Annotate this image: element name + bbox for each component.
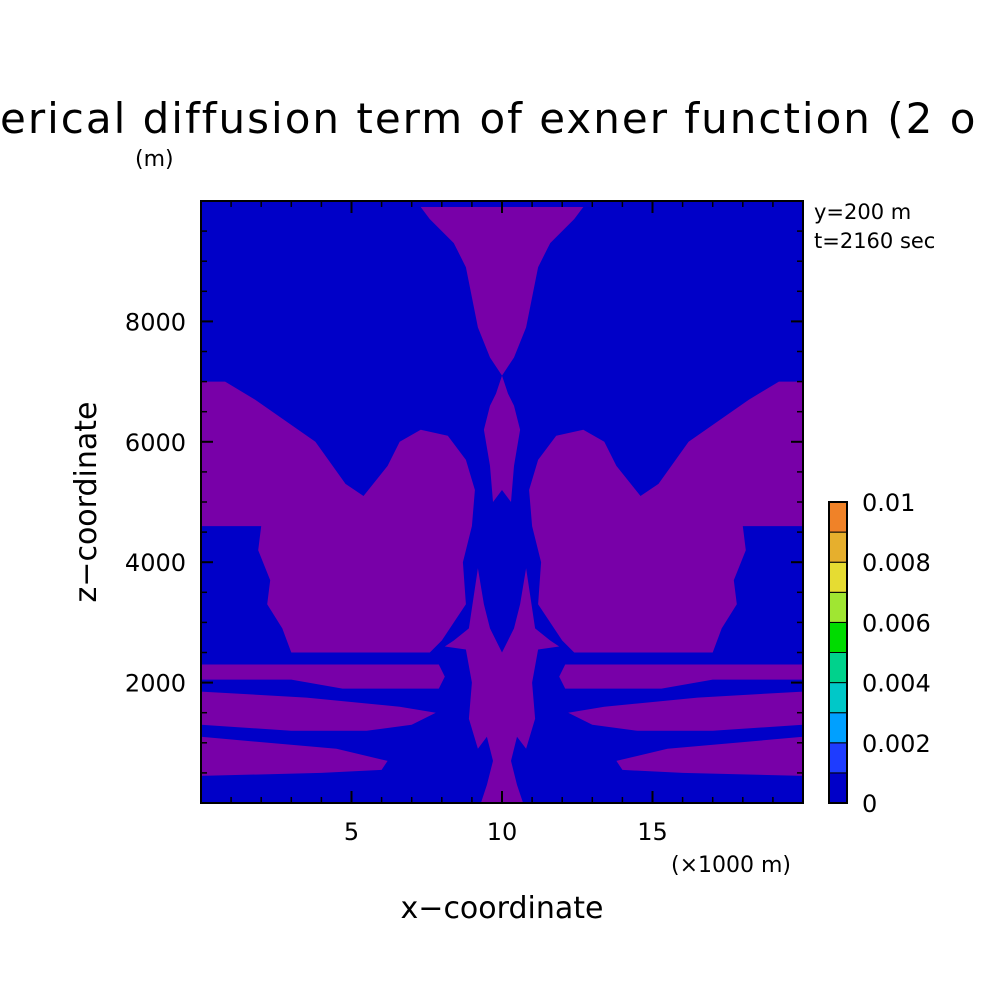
- contour-region-left-3: [201, 736, 388, 776]
- colorbar-label: 0.006: [862, 609, 931, 637]
- contour-field: [201, 201, 803, 803]
- annotation-t: t=2160 sec: [814, 229, 935, 253]
- colorbar: 0 0.002 0.004 0.006 0.008 0.01: [828, 489, 931, 818]
- x-tick-label: 10: [487, 818, 518, 846]
- colorbar-label: 0: [862, 790, 877, 818]
- colorbar-swatch: [828, 591, 848, 623]
- y-tick-label: 8000: [125, 308, 186, 336]
- colorbar-swatch: [828, 712, 848, 744]
- y-tick-label: 4000: [125, 549, 186, 577]
- contour-region-right-4: [502, 568, 560, 803]
- minor-ticks: [201, 201, 803, 803]
- x-axis-label: x−coordinate: [401, 891, 604, 926]
- annotation-y: y=200 m: [814, 200, 911, 224]
- contour-region-right-6: [502, 207, 584, 376]
- contour-region-left-2: [201, 691, 436, 731]
- colorbar-swatch: [828, 772, 848, 804]
- colorbar-swatch: [828, 652, 848, 684]
- contour-region-left-0: [201, 381, 475, 653]
- contour-region-right-5: [502, 375, 521, 502]
- colorbar-label: 0.002: [862, 730, 931, 758]
- colorbar-swatch: [828, 621, 848, 654]
- colorbar-label: 0.004: [862, 670, 931, 698]
- chart-title: erical diffusion term of exner function …: [0, 94, 977, 143]
- x-axis-unit: (×1000 m): [671, 853, 791, 878]
- contour-region-right-0: [529, 381, 803, 653]
- colorbar-swatch: [828, 501, 848, 533]
- contour-region-right-3: [616, 736, 803, 776]
- contour-region-left-1: [201, 664, 445, 689]
- y-axis-ticks: 2000 4000 6000 8000: [125, 308, 803, 698]
- contour-region-right-1: [559, 664, 803, 689]
- colorbar-swatch: [828, 742, 848, 774]
- x-axis-ticks: 5 10 15: [344, 201, 668, 846]
- contour-region-right-2: [568, 691, 803, 731]
- contour-region-left-4: [444, 568, 502, 803]
- x-tick-label: 15: [637, 818, 668, 846]
- contour-region-left-5: [483, 375, 502, 502]
- y-axis-unit: (m): [135, 147, 174, 172]
- contour-region-left-6: [420, 207, 502, 376]
- y-tick-label: 6000: [125, 429, 186, 457]
- y-axis-label: z−coordinate: [69, 402, 104, 603]
- colorbar-swatch: [828, 682, 848, 714]
- colorbar-label: 0.008: [862, 549, 931, 577]
- colorbar-label: 0.01: [862, 489, 915, 517]
- y-tick-label: 2000: [125, 670, 186, 698]
- colorbar-swatch: [828, 561, 848, 593]
- x-tick-label: 5: [344, 818, 359, 846]
- colorbar-swatch: [828, 531, 848, 563]
- colorbar-frame: [828, 501, 848, 804]
